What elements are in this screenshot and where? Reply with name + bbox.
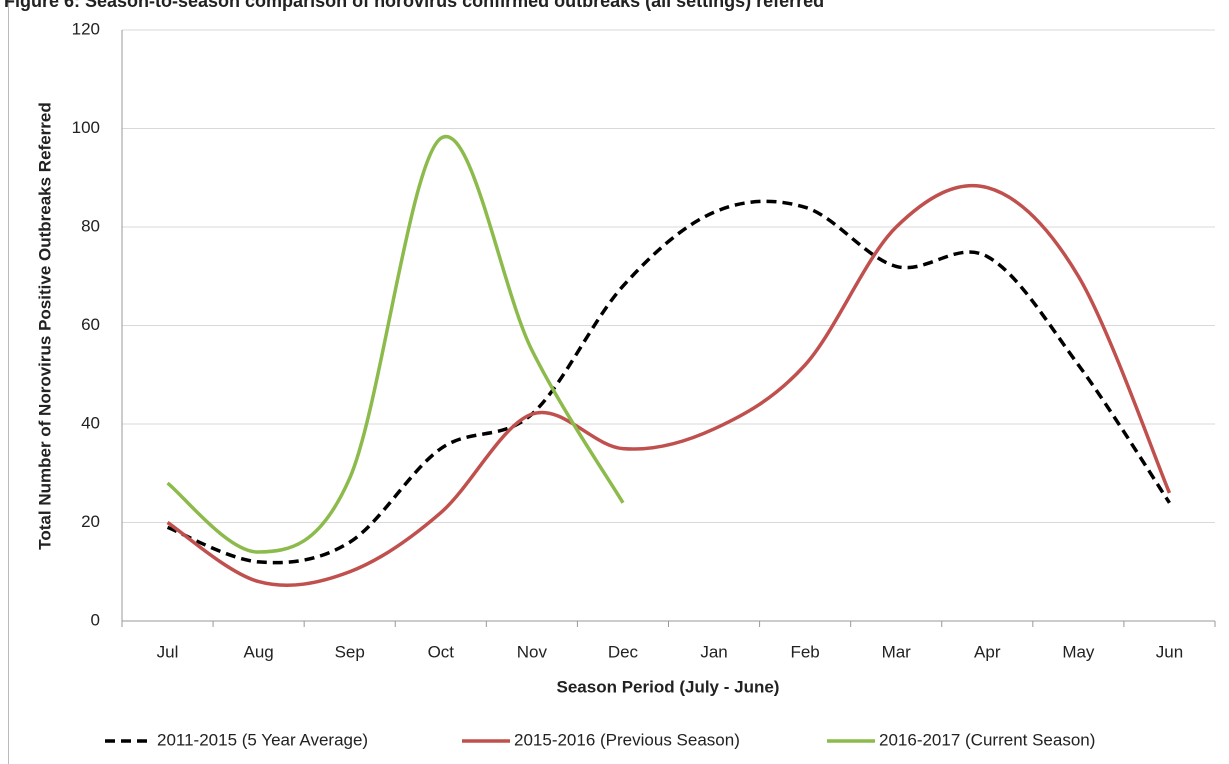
x-tick-label: Jun [1156,642,1183,661]
y-tick-label: 80 [81,216,100,235]
legend-label: 2016-2017 (Current Season) [879,730,1095,749]
x-tick-label: Jan [700,642,727,661]
x-tick-label: Dec [608,642,639,661]
x-tick-label: Mar [882,642,912,661]
y-tick-label: 120 [72,19,100,38]
y-tick-label: 0 [91,610,100,629]
y-tick-label: 20 [81,512,100,531]
chart-title: Figure 6: Season-to-season comparison of… [4,0,824,11]
x-tick-label: Sep [335,642,365,661]
legend-label: 2011-2015 (5 Year Average) [157,730,368,749]
x-axis-title: Season Period (July - June) [557,677,780,696]
series-line [166,134,625,554]
y-axis-title: Total Number of Norovirus Positive Outbr… [35,102,54,549]
x-tick-label: Aug [244,642,274,661]
legend-label: 2015-2016 (Previous Season) [514,730,740,749]
x-tick-label: Apr [974,642,1001,661]
y-tick-label: 40 [81,413,100,432]
y-tick-label: 100 [72,118,100,137]
x-tick-label: May [1062,642,1095,661]
chart-frame [8,0,9,764]
x-tick-label: Jul [157,642,179,661]
series-line [166,199,1171,565]
x-tick-label: Nov [517,642,548,661]
y-tick-label: 60 [81,315,100,334]
series-line [166,183,1172,588]
x-tick-label: Oct [428,642,455,661]
x-tick-label: Feb [790,642,819,661]
